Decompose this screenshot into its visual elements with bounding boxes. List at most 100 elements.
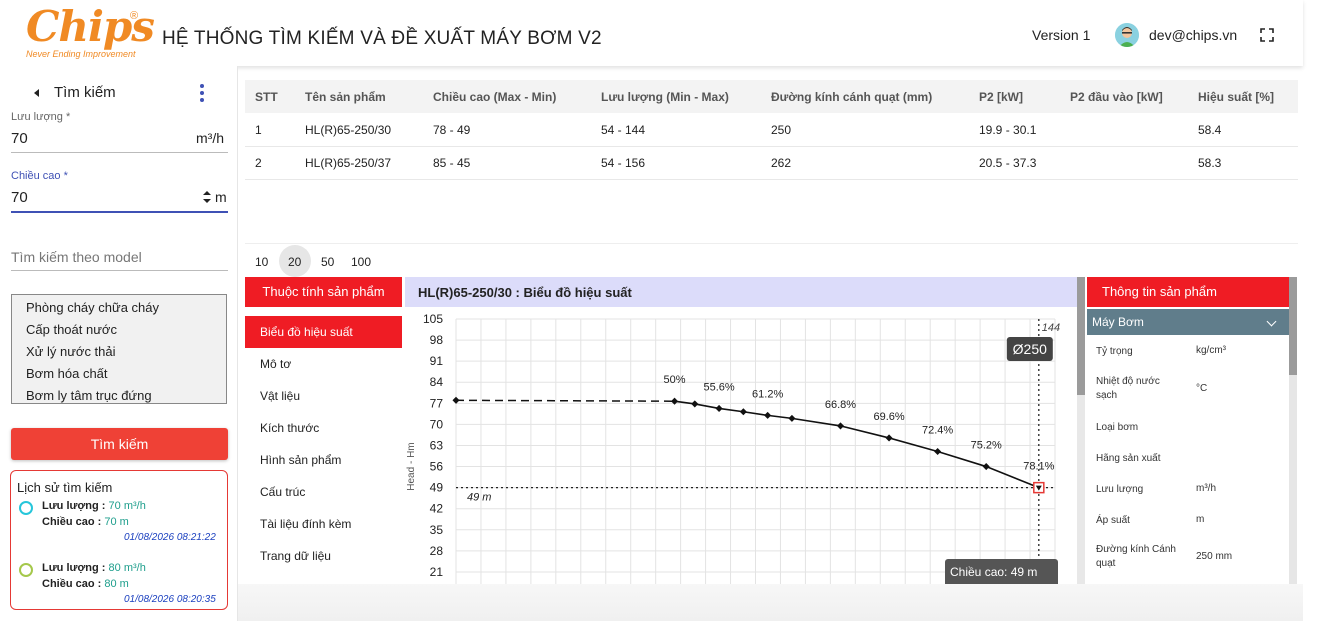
- table-cell[interactable]: 54 - 144: [601, 123, 646, 137]
- table-cell[interactable]: 19.9 - 30.1: [979, 123, 1037, 137]
- chips-logo[interactable]: Chips ® Never Ending Improvement: [24, 2, 155, 60]
- flow-input[interactable]: 70: [11, 130, 28, 147]
- flow-label: Lưu lượng *: [11, 111, 71, 123]
- col-head[interactable]: Chiều cao (Max - Min): [433, 90, 557, 104]
- history-item-1-date: 01/08/2026 08:21:22: [124, 532, 216, 543]
- version-label[interactable]: Version 1: [1032, 27, 1091, 43]
- table-cell[interactable]: HL(R)65-250/37: [305, 156, 392, 170]
- info-row: Loại bơm: [1087, 411, 1289, 443]
- clock-icon: [19, 501, 33, 515]
- category-item[interactable]: Xử lý nước thải: [26, 344, 116, 359]
- property-item-chart[interactable]: Biểu đồ hiệu suất: [260, 325, 353, 339]
- head-input[interactable]: 70: [11, 189, 28, 206]
- table-cell[interactable]: 58.3: [1198, 156, 1222, 170]
- curve-point: [452, 396, 460, 404]
- head-unit: m: [215, 189, 227, 205]
- chart-scrollbar[interactable]: [1077, 277, 1085, 584]
- performance-chart[interactable]: 105 98 91 84 77 70 63 56 49 42 35 28 21 Head - Hm 49 m…: [403, 307, 1077, 584]
- search-button[interactable]: Tìm kiếm: [11, 428, 228, 460]
- y-tick-label: 77: [430, 396, 444, 410]
- efficiency-label: 69.6%: [873, 411, 904, 423]
- table-cell[interactable]: 54 - 156: [601, 156, 646, 170]
- history-item-2-head[interactable]: Chiều cao : 80 m: [42, 578, 129, 590]
- info-scrollbar-thumb[interactable]: [1289, 277, 1297, 375]
- clock-icon: [19, 563, 33, 577]
- page-size-100[interactable]: 100: [351, 255, 372, 269]
- chart-scrollbar-thumb[interactable]: [1077, 277, 1085, 395]
- category-item[interactable]: Cấp thoát nước: [26, 322, 117, 337]
- history-item-1-flow[interactable]: Lưu lượng : 70 m³/h: [42, 500, 146, 512]
- table-cell[interactable]: HL(R)65-250/30: [305, 123, 392, 137]
- back-icon[interactable]: [34, 89, 39, 97]
- ref-flow-label: 144: [1042, 322, 1060, 334]
- app-title: HỆ THỐNG TÌM KIẾM VÀ ĐỀ XUẤT MÁY BƠM V2: [162, 28, 602, 49]
- property-item-dimensions[interactable]: Kích thước: [260, 421, 320, 435]
- efficiency-label: 61.2%: [752, 388, 783, 400]
- category-item[interactable]: Bơm hóa chất: [26, 366, 108, 381]
- page-size-50[interactable]: 50: [321, 255, 335, 269]
- results-table-header: STT Tên sản phẩm Chiều cao (Max - Min) L…: [245, 80, 1298, 113]
- y-tick-label: 70: [430, 417, 444, 431]
- property-item-images[interactable]: Hình sản phẩm: [260, 453, 342, 467]
- chevron-down-icon[interactable]: [1266, 316, 1277, 327]
- col-flow[interactable]: Lưu lượng (Min - Max): [601, 90, 729, 104]
- y-tick-label: 42: [430, 502, 444, 516]
- history-item-2-flow[interactable]: Lưu lượng : 80 m³/h: [42, 562, 146, 574]
- curve-point: [691, 400, 699, 408]
- col-product-name[interactable]: Tên sản phẩm: [305, 90, 386, 104]
- stepper-icon[interactable]: [203, 190, 211, 204]
- y-axis-label: Head - Hm: [406, 442, 417, 490]
- property-item-attachments[interactable]: Tài liệu đính kèm: [260, 517, 352, 531]
- table-cell[interactable]: 20.5 - 37.3: [979, 156, 1037, 170]
- info-label: Lưu lượng: [1096, 484, 1144, 495]
- col-stt[interactable]: STT: [255, 90, 278, 104]
- y-tick-label: 28: [430, 544, 444, 558]
- table-cell[interactable]: 58.4: [1198, 123, 1222, 137]
- history-item-1-head[interactable]: Chiều cao : 70 m: [42, 516, 129, 528]
- property-item-motor[interactable]: Mô tơ: [260, 357, 292, 371]
- history-flow-value: 80 m³/h: [108, 562, 146, 574]
- info-header: Thông tin sản phẩm: [1087, 277, 1289, 307]
- info-value: 250 mm: [1196, 551, 1233, 562]
- info-section-pump[interactable]: Máy Bơm: [1087, 309, 1289, 335]
- table-cell[interactable]: 1: [255, 123, 262, 137]
- category-item[interactable]: Phòng cháy chữa cháy: [26, 300, 160, 315]
- y-tick-label: 105: [423, 312, 443, 326]
- property-item-material[interactable]: Vật liệu: [260, 389, 301, 403]
- efficiency-label: 75.2%: [971, 440, 1002, 452]
- col-efficiency[interactable]: Hiệu suất [%]: [1198, 90, 1275, 104]
- col-p2[interactable]: P2 [kW]: [979, 90, 1024, 104]
- y-tick-label: 21: [430, 565, 444, 579]
- history-flow-label: Lưu lượng :: [42, 500, 106, 512]
- more-vert-icon[interactable]: [200, 84, 204, 102]
- user-email[interactable]: dev@chips.vn: [1149, 27, 1238, 43]
- page-size-10[interactable]: 10: [255, 255, 269, 269]
- model-search-input[interactable]: Tìm kiếm theo model: [11, 249, 142, 265]
- table-cell[interactable]: 78 - 49: [433, 123, 471, 137]
- info-section-label: Máy Bơm: [1092, 315, 1144, 329]
- col-impeller[interactable]: Đường kính cánh quạt (mm): [771, 90, 933, 104]
- info-label: Áp suất: [1096, 515, 1130, 526]
- table-cell[interactable]: 85 - 45: [433, 156, 471, 170]
- category-list[interactable]: Phòng cháy chữa cháy Cấp thoát nước Xử l…: [11, 294, 227, 404]
- head-label: Chiều cao *: [11, 170, 68, 182]
- col-p2-input[interactable]: P2 đầu vào [kW]: [1070, 90, 1163, 104]
- history-head-value: 80 m: [104, 578, 129, 590]
- history-flow-value: 70 m³/h: [108, 500, 146, 512]
- table-cell[interactable]: 2: [255, 156, 262, 170]
- property-item-structure[interactable]: Cấu trúc: [260, 485, 306, 499]
- property-item-datasheet[interactable]: Trang dữ liệu: [260, 549, 331, 563]
- table-cell[interactable]: 262: [771, 156, 792, 170]
- table-cell[interactable]: 250: [771, 123, 792, 137]
- page-size-20[interactable]: 20: [288, 255, 302, 269]
- info-scrollbar[interactable]: [1289, 277, 1297, 584]
- category-item[interactable]: Bơm ly tâm trục đứng: [26, 388, 152, 403]
- y-tick-label: 35: [430, 523, 444, 537]
- fullscreen-icon[interactable]: [1260, 28, 1274, 42]
- info-label: Đường kính Cánh quạt: [1096, 544, 1176, 569]
- chart-header: [405, 277, 1077, 307]
- curve-point: [934, 447, 942, 456]
- user-avatar[interactable]: [1115, 23, 1139, 47]
- history-flow-label: Lưu lượng :: [42, 562, 106, 574]
- page-bottom-area: [238, 584, 1303, 621]
